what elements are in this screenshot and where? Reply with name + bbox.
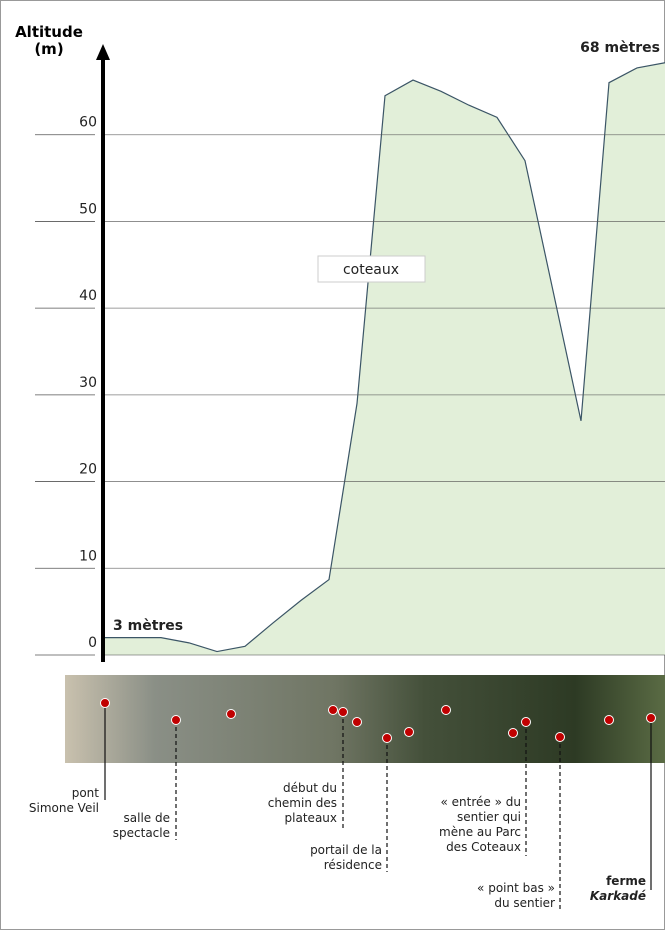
y-axis-arrow <box>96 44 110 60</box>
map-label: portail de la résidence <box>310 843 382 872</box>
aerial-photo <box>65 675 665 763</box>
pin <box>521 717 531 727</box>
map-label: salle de spectacle <box>112 811 170 840</box>
farm-label: Karkadé <box>589 889 646 903</box>
map-label: « entrée » du sentier qui mène au Parc d… <box>439 795 521 854</box>
y-tick-label: 50 <box>79 201 97 217</box>
pin <box>171 715 181 725</box>
y-tick-label: 60 <box>79 115 97 131</box>
annotation: 68 mètres <box>580 40 660 56</box>
pin <box>404 727 414 737</box>
y-tick-label: 20 <box>79 462 97 478</box>
y-tick-label: 0 <box>88 635 97 651</box>
pin <box>352 717 362 727</box>
pin <box>382 733 392 743</box>
y-axis-label: Altitude (m) <box>15 23 83 58</box>
annotation: coteaux <box>343 262 399 278</box>
pin <box>604 715 614 725</box>
pin <box>441 705 451 715</box>
annotation: 3 mètres <box>113 618 183 634</box>
map-label: début du chemin des plateaux <box>267 781 337 825</box>
pin <box>555 732 565 742</box>
pin <box>328 705 338 715</box>
plot: 0 10 20 30 40 50 60 3 mètres 68 mètres coteaux <box>35 40 665 662</box>
area <box>105 62 665 655</box>
map-label: « point bas » du sentier <box>477 881 555 910</box>
profile-line <box>105 62 665 653</box>
map-label: pont Simone Veil <box>28 786 99 815</box>
pin <box>100 698 110 708</box>
pin <box>508 728 518 738</box>
map-label: ferme Karkadé <box>590 859 646 904</box>
y-tick-label: 30 <box>79 375 97 391</box>
pin <box>226 709 236 719</box>
pin <box>646 713 656 723</box>
y-tick-label: 40 <box>79 288 97 304</box>
y-tick-label: 10 <box>79 548 97 564</box>
farm-label: ferme <box>606 874 646 888</box>
pin <box>338 707 348 717</box>
pins <box>100 698 656 910</box>
annotation-box <box>317 255 426 283</box>
